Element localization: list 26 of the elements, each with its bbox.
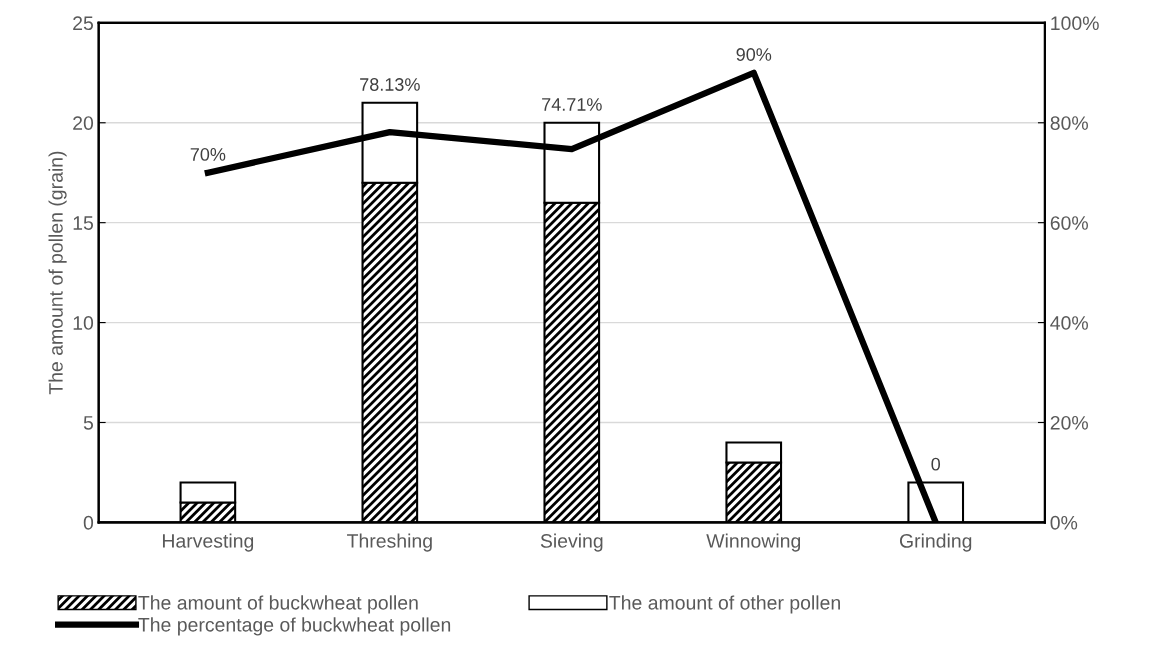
data-label: 70%	[190, 148, 226, 161]
y-tick-label: 25	[73, 16, 94, 31]
y-tick-label: 0	[83, 515, 94, 530]
y-axis-title: The amount of pollen (grain)	[48, 151, 67, 395]
data-label: 90%	[736, 48, 772, 61]
x-tick-label: Threshing	[347, 533, 432, 552]
x-tick-label: Grinding	[899, 533, 972, 552]
y2-tick-label: 60%	[1050, 216, 1088, 230]
legend-label: The amount of buckwheat pollen	[138, 595, 418, 614]
y2-tick-label: 80%	[1050, 116, 1088, 130]
data-label: 0	[931, 457, 941, 471]
legend-label: The amount of other pollen	[609, 595, 840, 614]
y-tick-label: 10	[73, 316, 94, 330]
y2-tick-label: 0%	[1050, 515, 1078, 530]
y-tick-label: 20	[73, 116, 94, 130]
x-tick-label: Sieving	[540, 533, 603, 552]
x-tick-label: Harvesting	[162, 533, 254, 552]
legend-label: The percentage of buckwheat pollen	[138, 617, 451, 636]
data-label: 74.71%	[542, 98, 602, 111]
x-tick-label: Winnowing	[706, 533, 801, 552]
y2-tick-label: 40%	[1050, 316, 1088, 330]
y-tick-label: 15	[73, 216, 94, 230]
data-label: 78.13%	[360, 78, 420, 91]
y-tick-label: 5	[83, 416, 94, 430]
y2-tick-label: 20%	[1050, 415, 1088, 430]
y2-tick-label: 100%	[1051, 16, 1099, 31]
